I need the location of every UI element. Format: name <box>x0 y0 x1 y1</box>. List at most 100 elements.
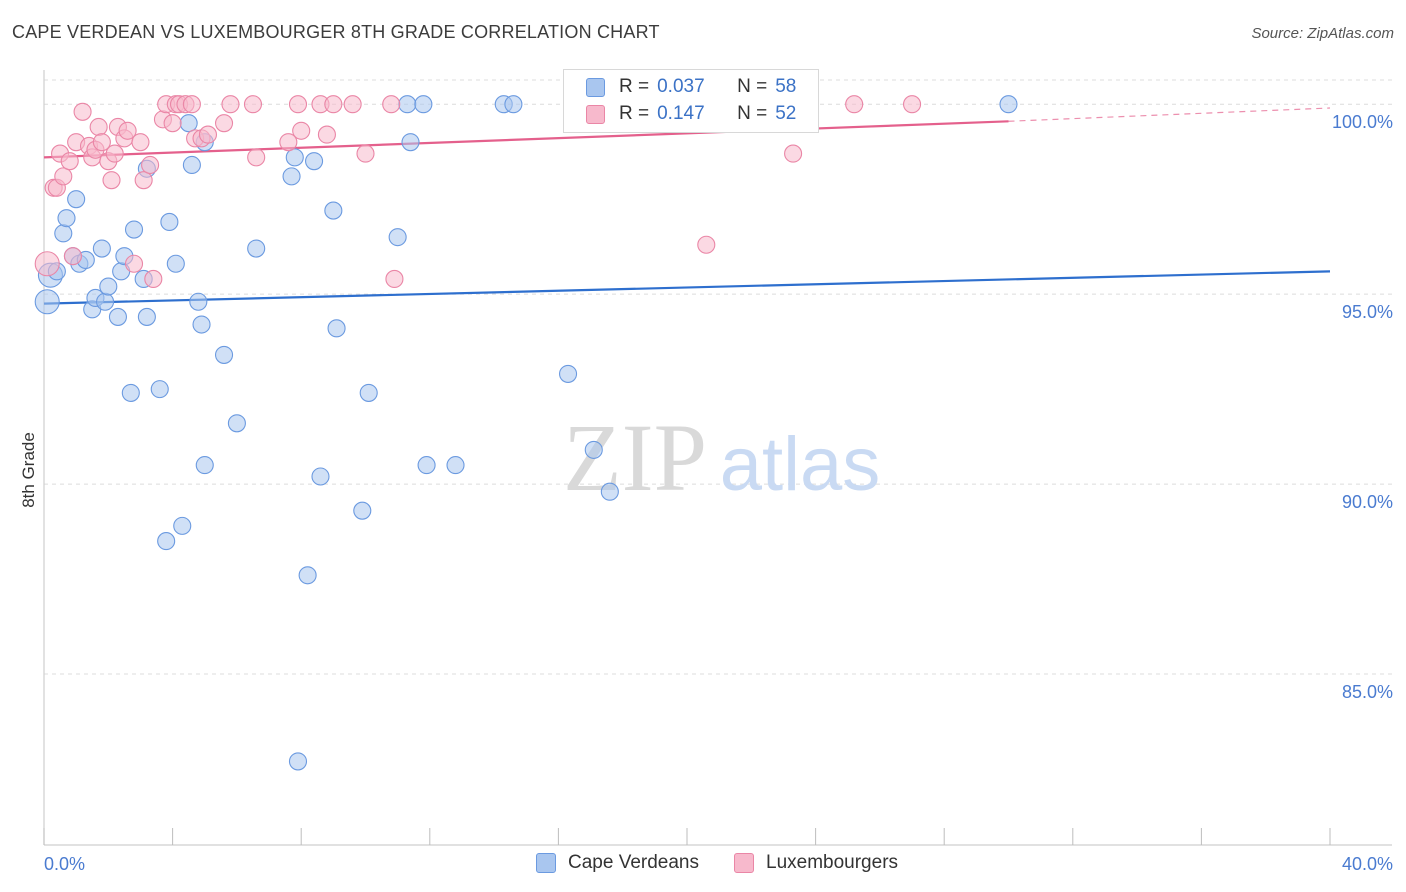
data-point-cape-verdean <box>247 239 266 258</box>
series-legend-cape-verdeans[interactable]: Cape Verdeans <box>536 852 699 874</box>
data-point-luxembourger <box>198 125 218 144</box>
data-point-cape-verdean <box>227 414 246 433</box>
data-point-cape-verdean <box>99 277 118 296</box>
axes <box>43 70 1392 846</box>
chart-source: Source: ZipAtlas.com <box>1251 25 1394 42</box>
data-point-luxembourger <box>118 121 137 140</box>
data-point-cape-verdean <box>182 155 201 175</box>
data-point-cape-verdean <box>108 307 127 326</box>
y-axis-label: 8th Grade <box>19 432 38 508</box>
data-point-cape-verdean <box>311 467 330 486</box>
data-point-cape-verdean <box>401 133 420 152</box>
data-point-luxembourger <box>279 133 298 152</box>
data-point-luxembourger <box>182 95 201 114</box>
data-point-luxembourger <box>324 95 343 114</box>
legend-swatch-luxembourgers <box>586 104 605 124</box>
data-point-luxembourger <box>221 95 240 114</box>
data-point-luxembourger <box>73 102 92 121</box>
data-point-luxembourger <box>356 144 375 163</box>
data-point-cape-verdean <box>414 95 433 114</box>
x-tick-label-max: 40.0% <box>1342 854 1393 874</box>
data-point-cape-verdean <box>353 501 372 520</box>
data-point-cape-verdean <box>417 456 436 475</box>
data-point-luxembourger <box>385 269 404 288</box>
data-point-cape-verdean <box>359 383 378 402</box>
data-point-cape-verdean <box>160 212 179 232</box>
y-tick-label: 85.0% <box>1342 682 1393 702</box>
data-point-luxembourger <box>124 254 144 273</box>
data-point-cape-verdean <box>324 201 343 220</box>
legend-n-value: 58 <box>775 76 797 97</box>
series-legend: Cape Verdeans Luxembourgers <box>0 852 1406 876</box>
data-point-luxembourger <box>141 155 160 175</box>
series-label-cape-verdeans: Cape Verdeans <box>568 852 699 873</box>
data-point-luxembourger <box>382 95 401 114</box>
y-tick-label: 95.0% <box>1342 302 1393 322</box>
series-label-luxembourgers: Luxembourgers <box>766 852 899 873</box>
data-point-luxembourger <box>214 114 234 133</box>
series-legend-luxembourgers[interactable]: Luxembourgers <box>734 852 898 874</box>
data-point-cape-verdean <box>137 307 156 326</box>
trend-line-0 <box>43 270 1331 305</box>
data-point-luxembourger <box>288 95 308 114</box>
data-point-luxembourger <box>247 148 266 167</box>
data-points <box>34 95 1018 771</box>
legend-r-value: 0.147 <box>657 103 705 124</box>
legend-n-label: N = <box>737 76 768 97</box>
data-point-cape-verdean <box>92 239 111 258</box>
data-point-luxembourger <box>697 235 716 254</box>
data-point-cape-verdean <box>121 383 140 402</box>
legend-row-luxembourgers: R = 0.147 N = 52 <box>586 103 796 125</box>
data-point-luxembourger <box>89 117 108 137</box>
trend-lines <box>43 107 1331 305</box>
data-point-luxembourger <box>134 171 153 190</box>
grid-lines <box>44 79 1392 675</box>
watermark-atlas: atlas <box>720 422 881 507</box>
correlation-legend: R = 0.037 N = 58 R = 0.147 N = 52 <box>563 69 819 133</box>
legend-r-value: 0.037 <box>657 76 705 97</box>
trend-line-extension-1 <box>1008 107 1331 122</box>
data-point-cape-verdean <box>558 364 578 383</box>
data-point-cape-verdean <box>282 167 301 186</box>
data-point-cape-verdean <box>192 315 211 334</box>
data-point-luxembourger <box>131 133 150 152</box>
data-point-cape-verdean <box>150 380 169 399</box>
data-point-cape-verdean <box>195 456 214 475</box>
x-tick-label-min: 0.0% <box>44 854 85 874</box>
data-point-cape-verdean <box>327 319 346 338</box>
tick-labels: 85.0% 90.0% 95.0% 100.0% 0.0% 40.0% <box>44 112 1393 874</box>
data-point-luxembourger <box>60 152 79 171</box>
y-tick-label: 90.0% <box>1342 492 1393 512</box>
data-point-luxembourger <box>317 125 336 144</box>
data-point-luxembourger <box>105 144 124 163</box>
legend-row-cape-verdeans: R = 0.037 N = 58 <box>586 76 796 98</box>
data-point-cape-verdean <box>298 566 317 585</box>
data-point-cape-verdean <box>54 224 73 243</box>
data-point-cape-verdean <box>584 440 603 459</box>
legend-r-label: R = <box>619 103 650 124</box>
chart-title: CAPE VERDEAN VS LUXEMBOURGER 8TH GRADE C… <box>12 22 660 42</box>
watermark: ZIP atlas <box>563 404 880 511</box>
data-point-luxembourger <box>63 247 82 266</box>
data-point-luxembourger <box>92 133 111 152</box>
data-point-cape-verdean <box>214 345 234 364</box>
legend-n-label: N = <box>737 103 768 124</box>
data-point-luxembourger <box>902 95 922 114</box>
data-point-cape-verdean <box>96 292 115 311</box>
data-point-cape-verdean <box>999 95 1018 114</box>
data-point-luxembourger <box>144 269 163 288</box>
legend-swatch-cape-verdeans <box>586 77 605 97</box>
data-point-cape-verdean <box>285 148 304 167</box>
data-point-luxembourger <box>343 95 362 114</box>
watermark-zip: ZIP <box>563 404 707 511</box>
data-point-cape-verdean <box>305 152 324 171</box>
data-point-cape-verdean <box>504 95 523 114</box>
data-point-cape-verdean <box>398 95 417 114</box>
data-point-luxembourger <box>163 114 182 133</box>
data-point-cape-verdean <box>173 516 192 535</box>
y-tick-label: 100.0% <box>1332 112 1393 132</box>
data-point-luxembourger <box>784 144 803 163</box>
data-point-cape-verdean <box>34 289 60 315</box>
data-point-cape-verdean <box>189 292 208 311</box>
